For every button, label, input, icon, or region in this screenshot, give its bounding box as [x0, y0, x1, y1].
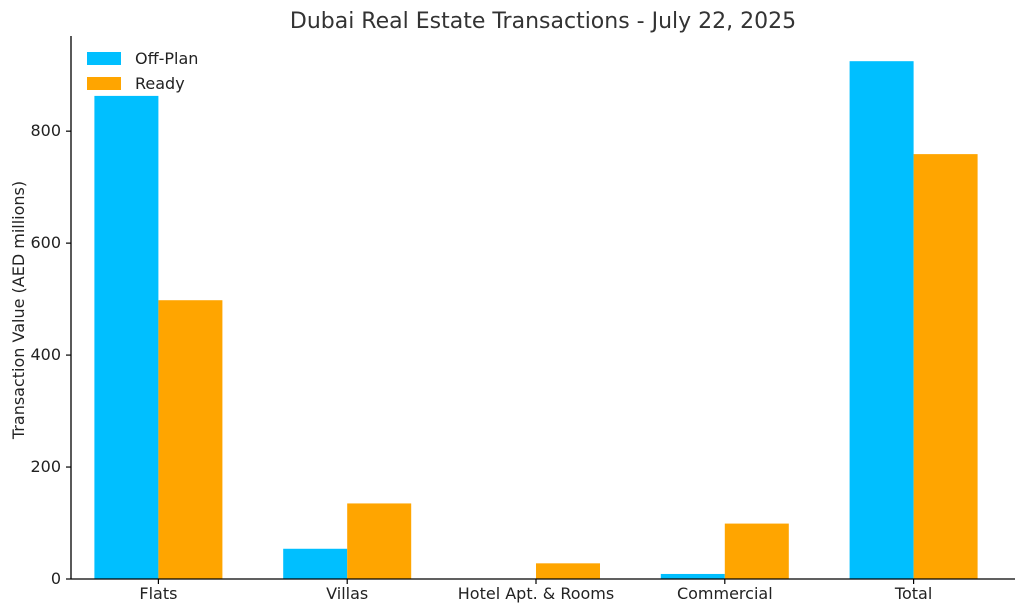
- bar-off-plan-flats: [94, 95, 159, 580]
- bar-off-plan-villas: [283, 548, 348, 579]
- y-tick-label: 400: [30, 345, 61, 364]
- x-tick-label: Total: [894, 584, 932, 603]
- x-tick-label: Flats: [139, 584, 177, 603]
- bar-ready-commercial: [724, 523, 789, 579]
- chart-title: Dubai Real Estate Transactions - July 22…: [290, 9, 796, 34]
- y-tick-label: 0: [51, 569, 61, 588]
- bar-ready-flats: [158, 300, 223, 579]
- x-tick-label: Hotel Apt. & Rooms: [458, 584, 614, 603]
- ticks-layer: 0 200 400 600 800 Flats Villas Hotel Apt. & Roo…: [30, 121, 932, 603]
- y-axis-title: Transaction Value (AED millions): [9, 181, 28, 440]
- x-tick-label: Commercial: [677, 584, 773, 603]
- axes-layer: [70, 36, 1015, 580]
- legend: Off-Plan Ready: [87, 49, 198, 93]
- bar-off-plan-total: [849, 61, 914, 579]
- y-tick-label: 600: [30, 233, 61, 252]
- x-tick-label: Villas: [326, 584, 368, 603]
- bar-ready-hotel-apt-rooms: [536, 563, 600, 579]
- legend-swatch: [87, 77, 121, 90]
- bar-off-plan-commercial: [660, 573, 725, 579]
- y-tick-label: 200: [30, 457, 61, 476]
- y-tick-label: 800: [30, 121, 61, 140]
- legend-label: Ready: [135, 74, 185, 93]
- bar-ready-total: [913, 154, 978, 579]
- legend-label: Off-Plan: [135, 49, 198, 68]
- legend-swatch: [87, 52, 121, 65]
- bar-ready-villas: [347, 503, 412, 579]
- bars-layer: [94, 61, 978, 580]
